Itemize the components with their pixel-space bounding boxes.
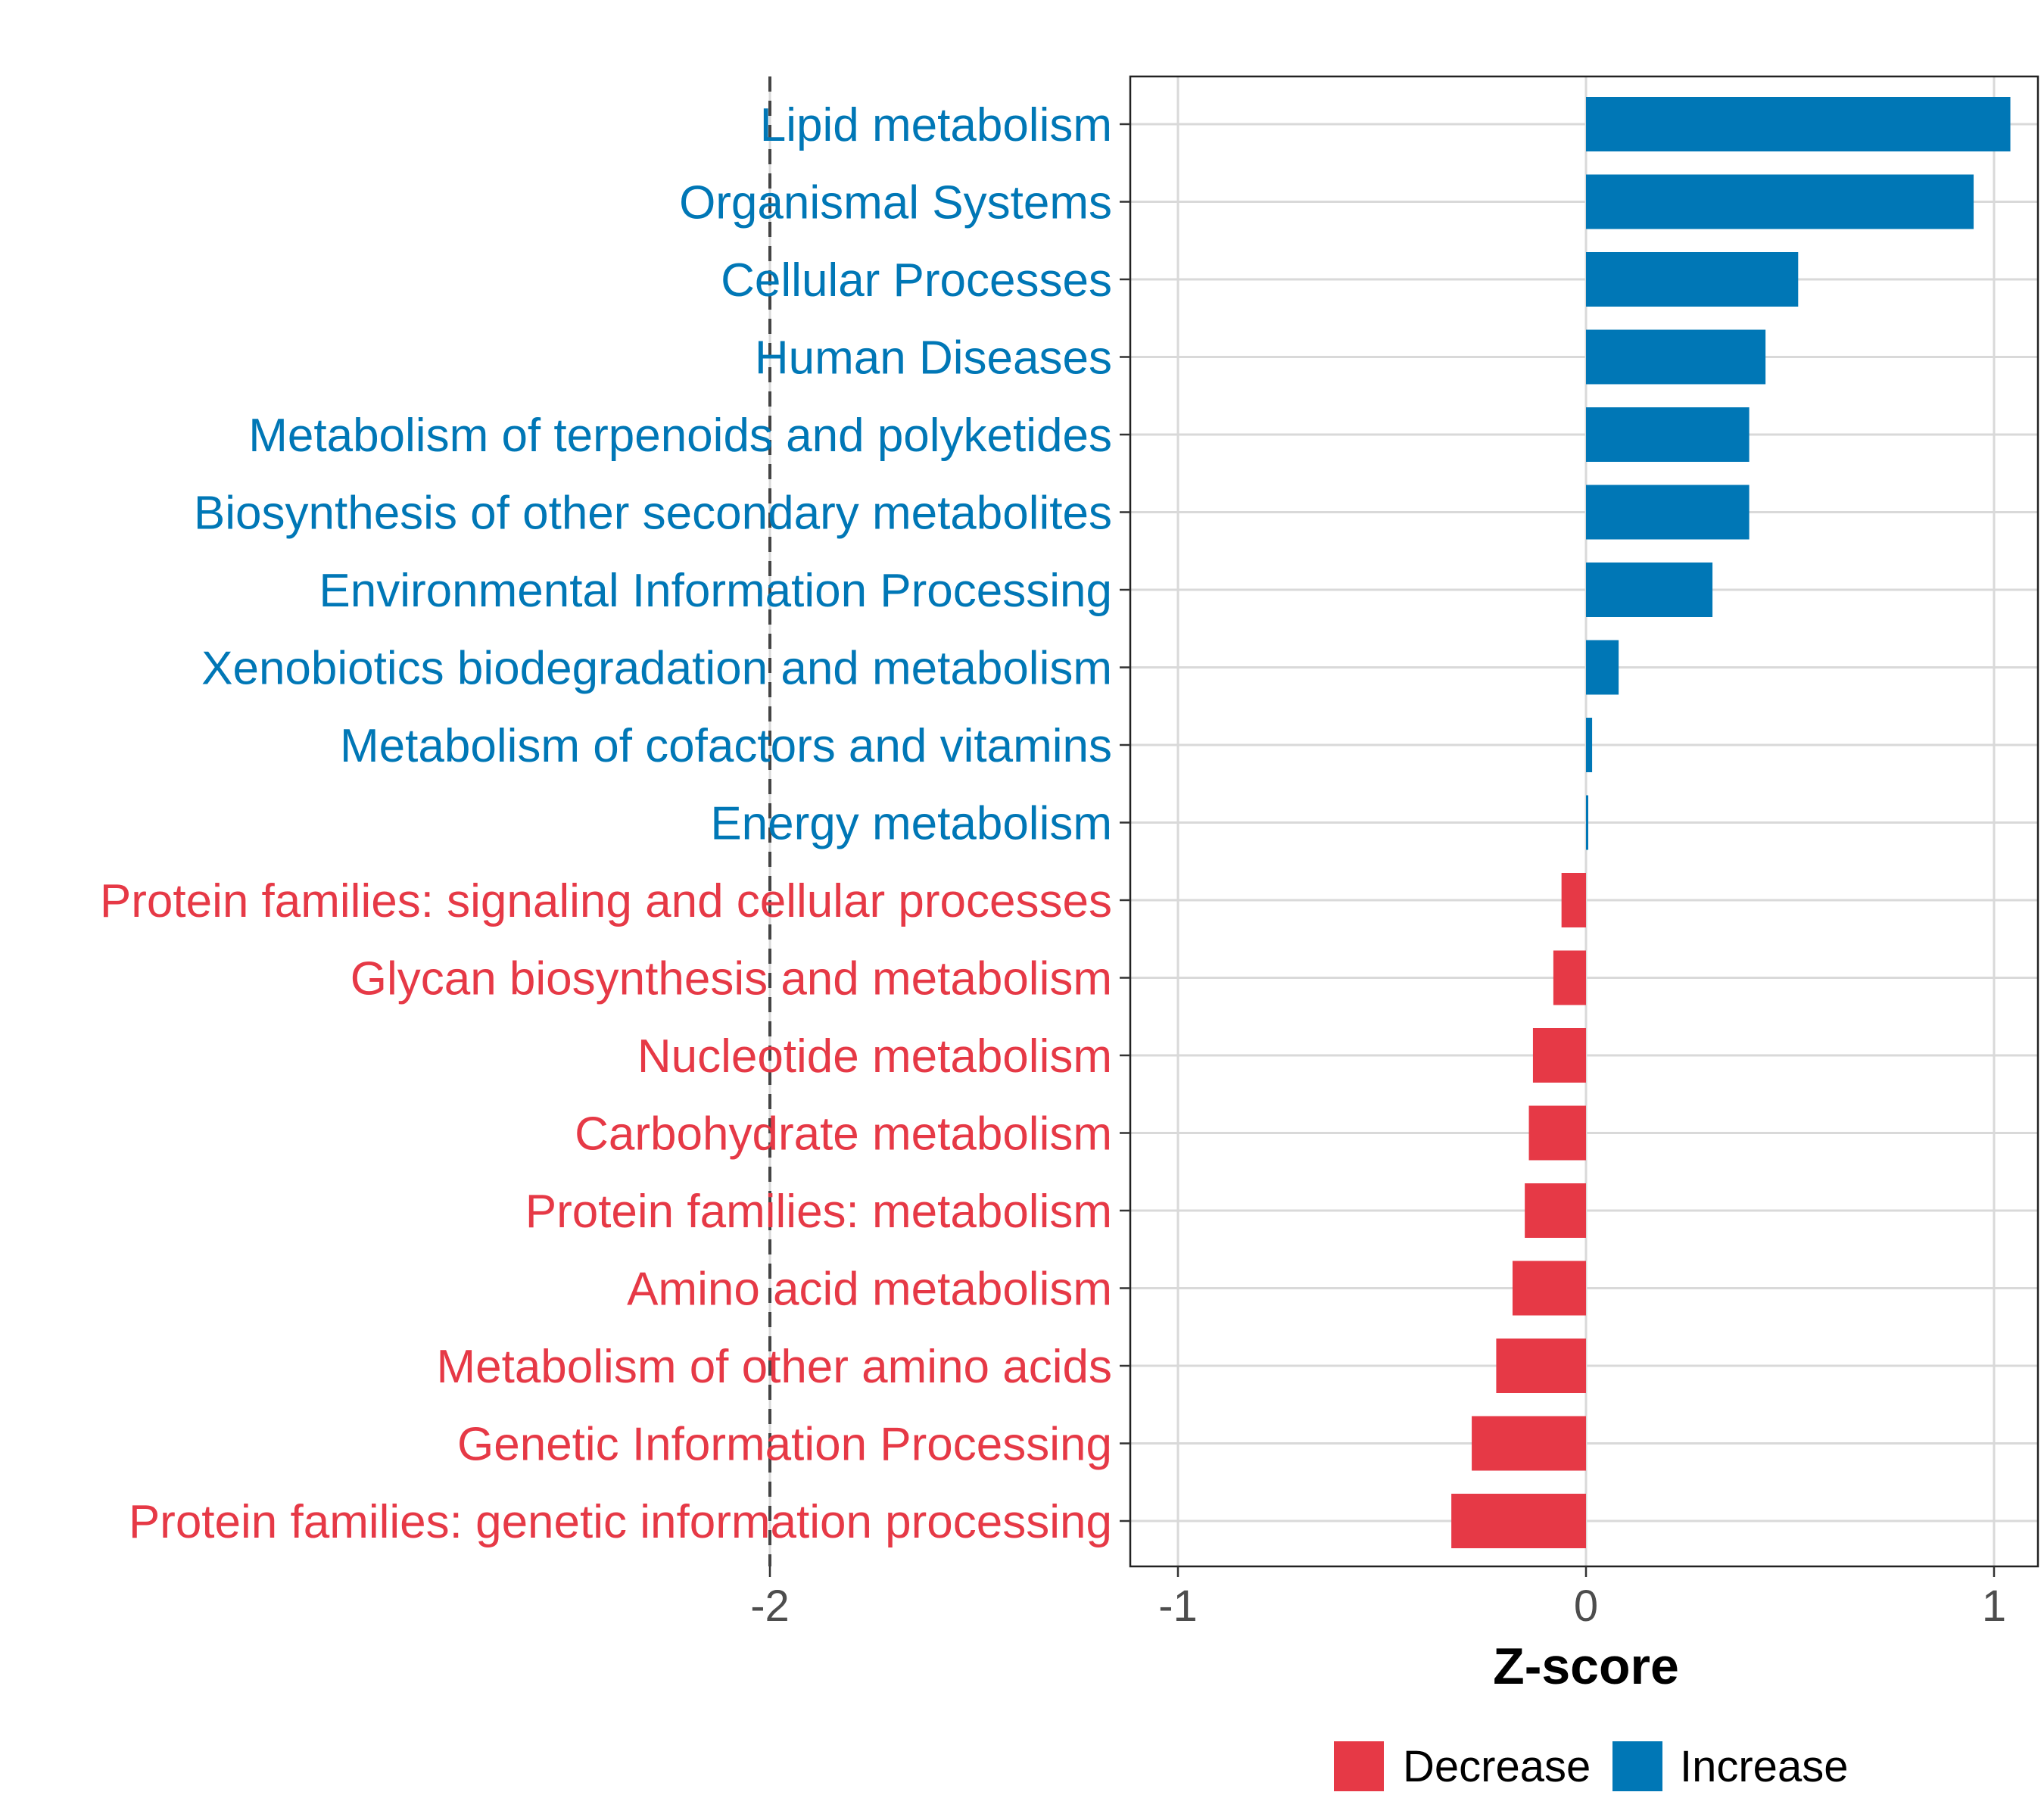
bar bbox=[1451, 1494, 1586, 1548]
legend-swatch-decrease bbox=[1334, 1741, 1384, 1791]
bar bbox=[1586, 252, 1799, 307]
bar bbox=[1586, 718, 1593, 772]
bar bbox=[1512, 1261, 1586, 1316]
category-label: Energy metabolism bbox=[710, 798, 1112, 850]
plot-panel-border bbox=[1129, 75, 2039, 1568]
x-tick-label: -1 bbox=[1158, 1582, 1198, 1631]
bar bbox=[1472, 1416, 1586, 1471]
legend-label-decrease: Decrease bbox=[1403, 1742, 1591, 1791]
legend-label-increase: Increase bbox=[1680, 1742, 1848, 1791]
bar bbox=[1586, 174, 1974, 229]
category-label: Nucleotide metabolism bbox=[637, 1030, 1112, 1083]
bar bbox=[1528, 1105, 1586, 1161]
category-label: Metabolism of cofactors and vitamins bbox=[340, 720, 1112, 772]
bar bbox=[1586, 97, 2011, 151]
legend-swatch-increase bbox=[1612, 1741, 1662, 1791]
category-label: Organismal Systems bbox=[679, 177, 1112, 229]
x-tick-labels: -2-1012 bbox=[750, 1582, 2006, 1631]
category-label: Metabolism of other amino acids bbox=[436, 1341, 1112, 1393]
category-label: Cellular Processes bbox=[721, 254, 1112, 307]
bar bbox=[1586, 563, 1713, 617]
bar bbox=[1586, 640, 1619, 695]
category-label: Protein families: metabolism bbox=[525, 1186, 1112, 1238]
category-label: Environmental Information Processing bbox=[319, 565, 1112, 617]
bar bbox=[1586, 407, 1750, 462]
category-label: Biosynthesis of other secondary metaboli… bbox=[194, 488, 1112, 540]
category-label: Lipid metabolism bbox=[760, 99, 1112, 151]
legend: Decrease Increase bbox=[1334, 1741, 1848, 1791]
x-tick-label: -2 bbox=[750, 1582, 790, 1631]
bar bbox=[1561, 873, 1586, 927]
bar bbox=[1586, 329, 1766, 385]
bar bbox=[1496, 1339, 1586, 1393]
category-label: Genetic Information Processing bbox=[457, 1419, 1112, 1471]
category-labels: Lipid metabolism Organismal Systems Cellul… bbox=[100, 99, 1112, 1548]
category-label: Carbohydrate metabolism bbox=[575, 1108, 1112, 1161]
bar bbox=[1525, 1183, 1586, 1238]
bar bbox=[1586, 795, 1588, 850]
bar bbox=[1553, 950, 1586, 1005]
x-tick-label: 1 bbox=[1982, 1582, 2006, 1631]
category-label: Xenobiotics biodegradation and metabolis… bbox=[201, 643, 1112, 695]
category-label: Glycan biosynthesis and metabolism bbox=[351, 953, 1112, 1005]
category-label: Amino acid metabolism bbox=[627, 1264, 1112, 1316]
category-label: Protein families: genetic information pr… bbox=[129, 1496, 1112, 1548]
reference-lines bbox=[768, 76, 771, 1566]
bar bbox=[1532, 1028, 1586, 1083]
axis-ticks bbox=[768, 123, 1996, 1577]
category-label: Metabolism of terpenoids and polyketides bbox=[248, 410, 1112, 462]
bar bbox=[1586, 485, 1750, 540]
category-label: Protein families: signaling and cellular… bbox=[100, 875, 1112, 927]
x-axis-title: Z-score bbox=[1493, 1638, 1679, 1695]
category-label: Human Diseases bbox=[755, 332, 1112, 385]
bars bbox=[1451, 97, 2011, 1548]
x-tick-label: 0 bbox=[1574, 1582, 1598, 1631]
